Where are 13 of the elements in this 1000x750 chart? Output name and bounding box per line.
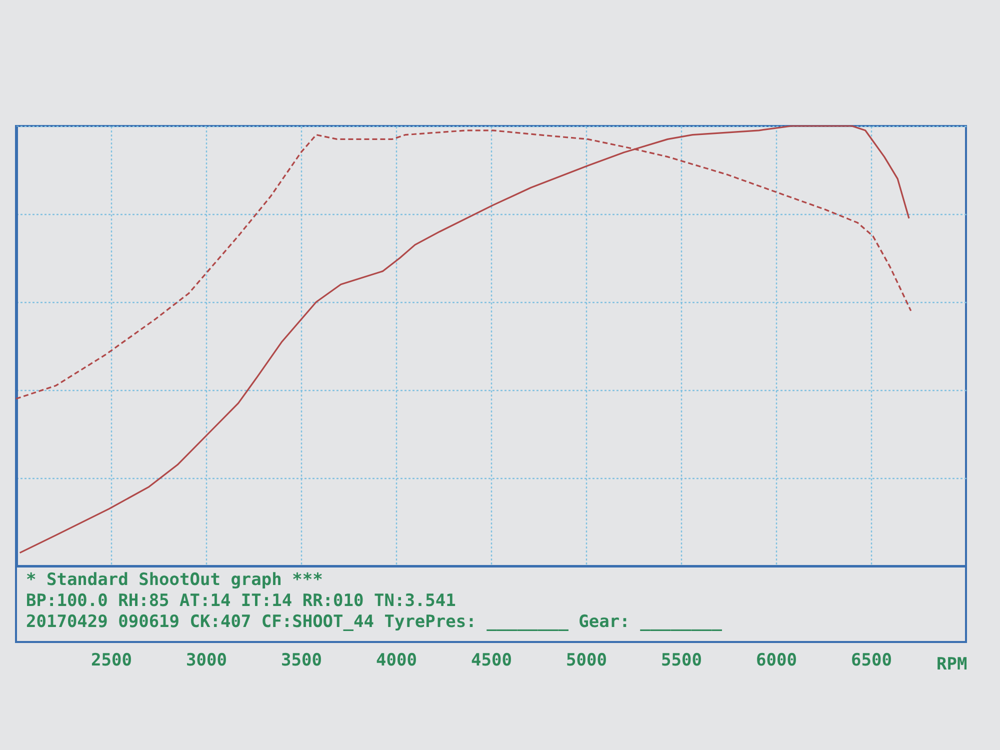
x-tick-label: 5500	[661, 650, 702, 670]
x-tick-label: 3000	[186, 650, 227, 670]
text: BP:100.0 RH:85 AT:14 IT:14 RR:010 TN:3.541	[26, 591, 456, 611]
x-tick-label: 4000	[376, 650, 417, 670]
x-tick-label: 2500	[91, 650, 132, 670]
x-tick-label: 6500	[851, 650, 892, 670]
text: * Standard ShootOut graph ***	[26, 570, 323, 590]
x-tick-label: 3500	[281, 650, 322, 670]
x-tick-label: 6000	[756, 650, 797, 670]
text: 20170429 090619 CK:407 CF:SHOOT_44 TyrePres: ________ Gear: ________	[26, 612, 723, 632]
x-tick-label: 4500	[471, 650, 512, 670]
x-axis-title: RPM	[936, 654, 968, 674]
x-tick-label: 5000	[566, 650, 607, 670]
